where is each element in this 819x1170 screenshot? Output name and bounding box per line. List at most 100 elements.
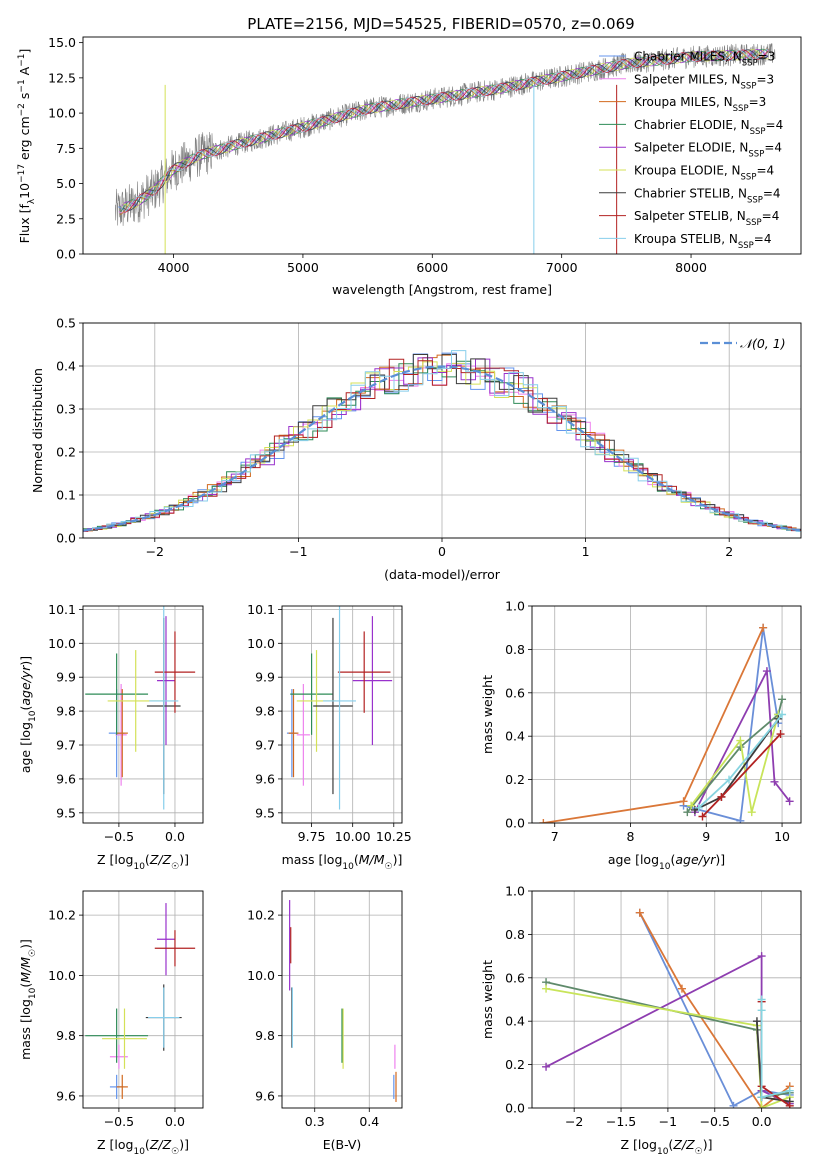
- y-tick-label: 9.5: [255, 805, 275, 820]
- weight-line-7: [760, 999, 791, 1099]
- y-tick-label: 9.7: [56, 738, 76, 753]
- y-tick-label: 10.0: [247, 636, 275, 651]
- x-tick-label: 10.25: [376, 829, 412, 844]
- y-axis-label: mass weight: [480, 675, 495, 754]
- x-tick-label: −1.5: [606, 1114, 636, 1129]
- x-tick-label: 9: [702, 829, 710, 844]
- axes-frame: [82, 36, 802, 255]
- label-part: Z [log: [621, 1137, 657, 1152]
- weight-marker: [736, 736, 745, 745]
- x-tick-label: 8000: [675, 260, 707, 275]
- y-tick-label: 9.6: [56, 771, 76, 786]
- legend-text: Kroupa ELODIE, N: [634, 164, 741, 178]
- age-vs-metallicity-panel: −0.5 0.09.59.69.79.89.910.010.1Z [log10(Z…: [18, 602, 204, 872]
- label-part: (: [18, 706, 33, 711]
- legend-text: Salpeter STELIB, N: [634, 209, 746, 223]
- label-part: −1: [17, 79, 27, 92]
- x-tick-label: 0.0: [752, 1114, 772, 1129]
- y-tick-label: 0.1: [56, 488, 76, 503]
- legend-tail: =4: [762, 209, 780, 223]
- y-tick-label: 9.8: [56, 1028, 76, 1043]
- weight-line-3: [686, 699, 783, 813]
- weight-line-5: [694, 718, 780, 811]
- label-part: ]: [17, 49, 32, 54]
- y-tick-label: 9.6: [56, 1088, 76, 1103]
- label-part: )]: [703, 1137, 713, 1152]
- y-tick-label: 9.9: [56, 670, 76, 685]
- weight-marker: [770, 777, 779, 786]
- y-tick-label: 0.4: [56, 359, 76, 374]
- label-part: 10: [657, 1147, 669, 1157]
- y-tick-label: 0.0: [56, 247, 76, 262]
- weight-marker: [785, 797, 794, 806]
- y-tick-label: 9.9: [255, 670, 275, 685]
- x-axis-label: mass [log10(M/M☉)]: [282, 852, 403, 872]
- weight-line-7: [698, 713, 783, 809]
- y-tick-label: 0.2: [56, 445, 76, 460]
- y-tick-label: 1.0: [505, 599, 525, 614]
- y-tick-label: 9.6: [255, 1088, 275, 1103]
- y-tick-label: 10.2: [48, 908, 76, 923]
- weight-marker: [687, 801, 696, 810]
- weight-marker: [736, 816, 745, 823]
- label-part: )]: [18, 939, 33, 949]
- legend-tail: =3: [756, 72, 774, 86]
- label-part: Z/Z: [149, 1137, 172, 1152]
- label-part: )]: [393, 852, 403, 867]
- y-tick-label: 10.0: [48, 636, 76, 651]
- weight-marker: [679, 797, 688, 806]
- label-part: 10: [133, 1147, 145, 1157]
- label-part: (: [145, 852, 150, 867]
- y-tick-label: 12.5: [48, 70, 76, 85]
- legend-sub: SSP: [750, 127, 766, 137]
- y-tick-label: 0.0: [505, 1101, 525, 1116]
- model-spectrum-7: [124, 49, 769, 213]
- legend-sub: SSP: [748, 150, 764, 160]
- weight-marker: [717, 792, 726, 801]
- y-tick-label: 0.8: [505, 927, 525, 942]
- label-part: age/yr: [675, 852, 716, 867]
- legend-text: Kroupa STELIB, N: [634, 232, 738, 246]
- label-part: (: [670, 852, 675, 867]
- x-tick-label: 10.00: [335, 829, 371, 844]
- y-tick-label: 10.0: [247, 968, 275, 983]
- plot-area: [286, 606, 393, 810]
- y-tick-label: 0.4: [505, 729, 525, 744]
- y-tick-label: 0.2: [505, 1057, 525, 1072]
- label-part: age [log: [18, 722, 33, 773]
- y-tick-label: 0.0: [505, 816, 525, 831]
- x-axis-label: wavelength [Angstrom, rest frame]: [332, 282, 552, 297]
- plot-area: [289, 900, 397, 1102]
- label-part: )]: [179, 852, 189, 867]
- y-tick-label: 10.1: [48, 602, 76, 617]
- label-part: (: [668, 1137, 673, 1152]
- y-tick-label: 5.0: [56, 176, 76, 191]
- label-part: )]: [18, 656, 33, 666]
- y-tick-label: 0.2: [505, 772, 525, 787]
- histogram-step-8: [83, 350, 801, 532]
- x-tick-label: 0.4: [359, 1114, 379, 1129]
- y-axis-label: age [log10(age/yr)]: [18, 656, 38, 773]
- legend-label: Kroupa MILES, NSSP=3: [634, 95, 766, 114]
- legend-label: Chabrier STELIB, NSSP=4: [634, 186, 781, 205]
- x-axis-label: Z [log10(Z/Z☉)]: [621, 1137, 713, 1157]
- x-tick-label: 2: [725, 544, 733, 559]
- x-tick-label: 7: [551, 829, 559, 844]
- weight-marker: [757, 995, 766, 1004]
- weight-marker: [759, 623, 768, 632]
- label-part: ☉: [171, 862, 179, 872]
- label-part: −2: [17, 103, 27, 116]
- weight-marker: [635, 908, 644, 917]
- axes-frame: [82, 322, 802, 539]
- residuals-panel: −2 −1 0 1 2 0.0 0.1 0.2 0.3 0.4 0.5 𝒩(0, 1) (data-mo…: [30, 316, 802, 582]
- label-part: 10: [342, 862, 354, 872]
- x-tick-label: 7000: [546, 260, 578, 275]
- legend-sub: SSP: [741, 81, 757, 91]
- axes-frame: [531, 605, 802, 824]
- x-tick-label: 0.3: [305, 1114, 325, 1129]
- mass-vs-ebv-panel: 0.3 0.4 9.6 9.8 10.0 10.2 E(B-V): [247, 890, 403, 1152]
- legend-tail: =4: [766, 118, 784, 132]
- legend-text: Salpeter MILES, N: [634, 72, 741, 86]
- label-part: Z/Z: [149, 852, 172, 867]
